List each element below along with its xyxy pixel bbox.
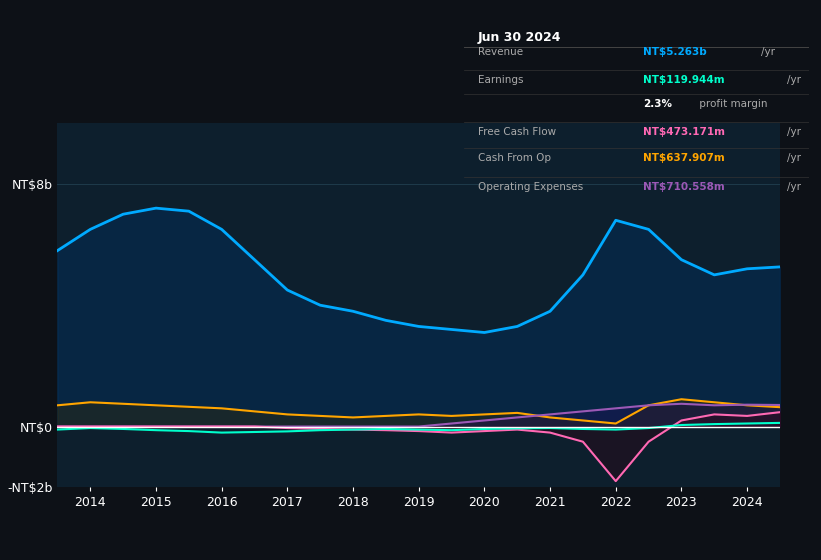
Text: Earnings: Earnings [478,74,523,85]
Text: NT$119.944m: NT$119.944m [643,74,725,85]
Text: /yr: /yr [787,127,801,137]
Text: NT$473.171m: NT$473.171m [643,127,725,137]
Text: Operating Expenses: Operating Expenses [478,181,583,192]
Text: NT$637.907m: NT$637.907m [643,153,725,164]
Text: NT$5.263b: NT$5.263b [643,46,707,57]
Text: Revenue: Revenue [478,46,523,57]
Text: Jun 30 2024: Jun 30 2024 [478,31,562,44]
Text: NT$710.558m: NT$710.558m [643,181,725,192]
Text: profit margin: profit margin [695,99,767,109]
Text: Cash From Op: Cash From Op [478,153,551,164]
Text: /yr: /yr [787,74,801,85]
Text: Free Cash Flow: Free Cash Flow [478,127,556,137]
Text: /yr: /yr [761,46,775,57]
Text: /yr: /yr [787,181,801,192]
Text: /yr: /yr [787,153,801,164]
Text: 2.3%: 2.3% [643,99,672,109]
